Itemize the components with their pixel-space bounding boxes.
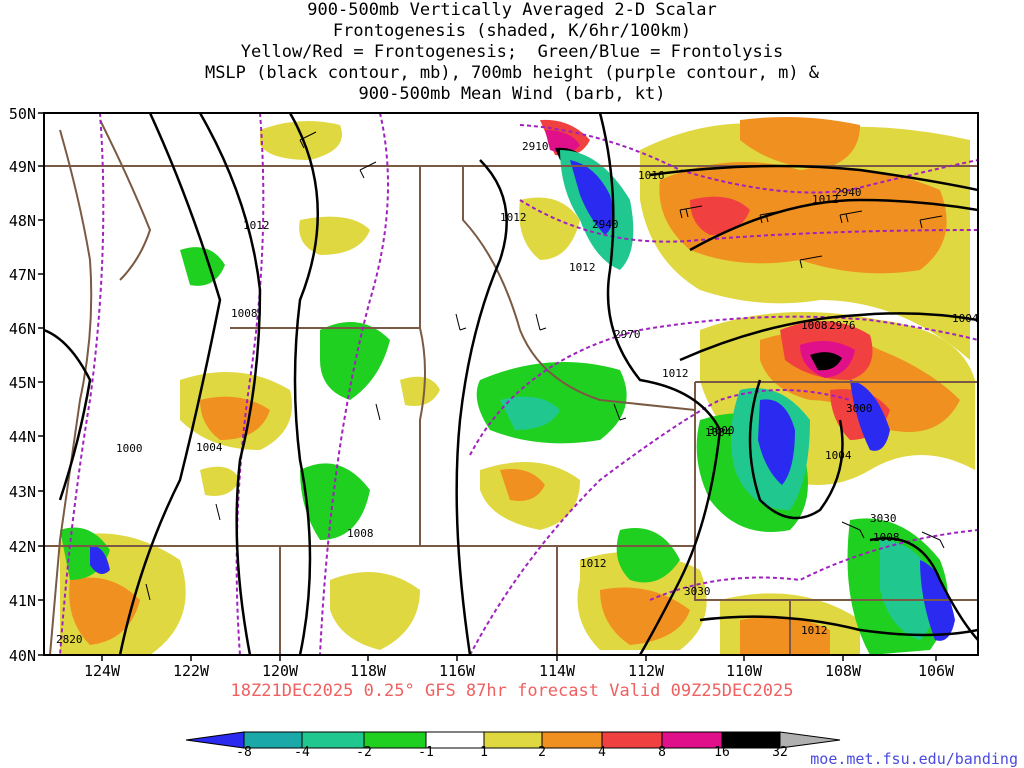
mslp-label: 1004 <box>705 426 732 439</box>
mslp-label: 1000 <box>116 442 143 455</box>
colorbar-label: 16 <box>714 745 730 760</box>
colorbar-swatch <box>601 731 663 749</box>
mslp-contours <box>44 113 978 655</box>
lat-label: 46N <box>9 320 36 338</box>
wind-barbs <box>145 131 945 601</box>
colorbar-label: -2 <box>356 745 372 760</box>
height-label: 2940 <box>592 218 619 231</box>
map-frame <box>43 112 979 656</box>
lon-label: 110W <box>726 662 763 680</box>
mslp-label: 1012 <box>801 624 828 637</box>
lat-label: 44N <box>9 428 36 446</box>
colorbar-label: 1 <box>480 745 488 760</box>
map-title-line-1: 900-500mb Vertically Averaged 2-D Scalar <box>307 0 717 20</box>
credit-link[interactable]: moe.met.fsu.edu/banding <box>810 750 1018 768</box>
lon-label: 108W <box>825 662 862 680</box>
longitude-labels: 124W 122W 120W 118W 116W 114W 112W 110W … <box>84 662 955 680</box>
height-label: 3000 <box>846 402 873 415</box>
colorbar <box>185 731 841 749</box>
lat-label: 47N <box>9 266 36 284</box>
colorbar-label: -8 <box>236 745 252 760</box>
state-border-id-mt <box>462 166 696 411</box>
lon-label: 118W <box>350 662 387 680</box>
lat-label: 49N <box>9 158 36 176</box>
colorbar-swatch <box>301 731 365 749</box>
state-border-wy <box>694 382 978 601</box>
colorbar-label: -1 <box>418 745 434 760</box>
map-title-line-5: 900-500mb Mean Wind (barb, kt) <box>358 84 666 104</box>
colorbar-swatch <box>661 731 723 749</box>
axis-ticks <box>38 112 937 661</box>
puget-sound <box>99 119 152 281</box>
lon-label: 116W <box>439 662 476 680</box>
mslp-label: 1012 <box>500 211 527 224</box>
coastline <box>49 129 93 655</box>
lon-label: 114W <box>539 662 576 680</box>
mslp-label: 1008 <box>801 319 828 332</box>
mslp-label: 1008 <box>231 307 258 320</box>
latitude-labels: 50N 49N 48N 47N 46N 45N 44N 43N 42N 41N … <box>9 105 36 665</box>
lon-label: 124W <box>84 662 121 680</box>
lat-label: 41N <box>9 592 36 610</box>
height-label: 2976 <box>829 319 856 332</box>
height-label: 3030 <box>684 585 711 598</box>
lon-label: 122W <box>173 662 210 680</box>
colorbar-label: 2 <box>538 745 546 760</box>
mslp-label: 1004 <box>952 312 979 325</box>
map-title-line-3: Yellow/Red = Frontogenesis; Green/Blue =… <box>240 42 784 62</box>
mslp-label: 1012 <box>662 367 689 380</box>
colorbar-swatch <box>425 731 485 749</box>
colorbar-label: 4 <box>598 745 606 760</box>
lat-label: 43N <box>9 483 36 501</box>
lat-label: 50N <box>9 105 36 123</box>
mslp-label: 1012 <box>580 557 607 570</box>
lat-label: 42N <box>9 538 36 556</box>
colorbar-swatch <box>779 731 841 749</box>
height-label: 2820 <box>56 633 83 646</box>
height-label: 2940 <box>835 186 862 199</box>
mslp-label: 1012 <box>569 261 596 274</box>
height-label: 3030 <box>870 512 897 525</box>
height-contours <box>59 113 978 655</box>
mslp-contour-labels: 1016 1012 1012 1012 1008 1008 1012 1004 … <box>116 169 979 637</box>
colorbar-swatch <box>541 731 603 749</box>
height-label: 2970 <box>614 328 641 341</box>
height-label: 3000 <box>708 424 735 437</box>
colorbar-label: -4 <box>294 745 310 760</box>
mslp-label: 1008 <box>873 531 900 544</box>
lat-label: 40N <box>9 647 36 665</box>
mslp-label: 1012 <box>812 193 839 206</box>
mslp-label: 1008 <box>347 527 374 540</box>
mslp-label: 1016 <box>638 169 665 182</box>
colorbar-swatch <box>483 731 543 749</box>
state-border-or-id <box>419 327 426 546</box>
map-title-line-4: MSLP (black contour, mb), 700mb height (… <box>204 63 820 83</box>
frontogenesis-shading <box>60 116 975 655</box>
mslp-label: 1004 <box>196 441 223 454</box>
lon-label: 112W <box>628 662 665 680</box>
height-contour-labels: 2910 2940 2940 2970 2976 3000 3000 3030 … <box>56 140 897 646</box>
map-title-line-2: Frontogenesis (shaded, K/6hr/100km) <box>332 21 692 41</box>
height-label: 2910 <box>522 140 549 153</box>
mslp-label: 1012 <box>243 219 270 232</box>
mslp-label: 1004 <box>825 449 852 462</box>
lat-label: 45N <box>9 374 36 392</box>
colorbar-swatch <box>363 731 427 749</box>
lat-label: 48N <box>9 212 36 230</box>
valid-time-text: 18Z21DEC2025 0.25° GFS 87hr forecast Val… <box>230 681 794 701</box>
colorbar-label: 8 <box>658 745 666 760</box>
lon-label: 106W <box>918 662 955 680</box>
colorbar-label: 32 <box>772 745 788 760</box>
lon-label: 120W <box>262 662 299 680</box>
